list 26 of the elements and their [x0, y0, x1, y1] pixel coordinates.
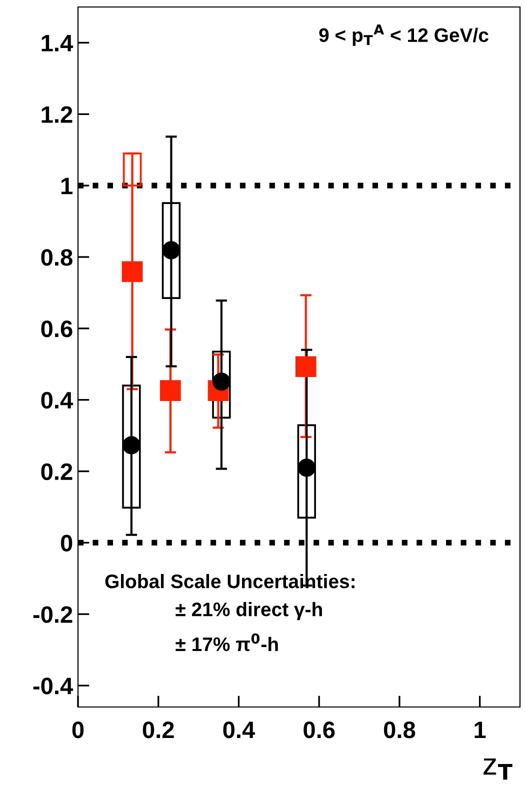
y-tick-label: 0.4	[41, 392, 74, 409]
y-tick-label: 1.2	[42, 106, 72, 123]
x-tick-label: 0.4	[223, 722, 256, 738]
annotation: ± 17% π$^{0}$-h	[176, 633, 278, 652]
y-tick-label: 0.8	[41, 249, 72, 266]
y-tick-label: 0.2	[41, 463, 72, 480]
point	[295, 356, 316, 378]
x-tick-label: 0.6	[304, 722, 335, 738]
y-tick-label: 0	[60, 534, 72, 552]
x-tick-label: 0	[72, 722, 84, 738]
point	[162, 241, 180, 260]
y-tick-label: 1	[61, 178, 72, 194]
x-tick-label: 1	[474, 722, 486, 738]
x-tick-label: 0.2	[142, 722, 174, 738]
point	[122, 261, 143, 282]
annotation: 9 < p$_{T}$$^{A}$ < 12 GeV/c	[319, 24, 488, 46]
y-tick-label: -0.4	[33, 678, 74, 694]
point	[160, 380, 181, 401]
point	[298, 458, 316, 477]
x-axis-title: z$_{T}$	[484, 758, 512, 780]
x-tick-label: 0.8	[384, 722, 416, 738]
y-tick-label: 0.6	[41, 320, 72, 338]
y-tick-label: -0.2	[33, 606, 72, 623]
y-tick-label: 1.4	[42, 35, 74, 52]
point	[122, 436, 140, 454]
annotation: ± 21% direct γ-h	[176, 602, 322, 620]
